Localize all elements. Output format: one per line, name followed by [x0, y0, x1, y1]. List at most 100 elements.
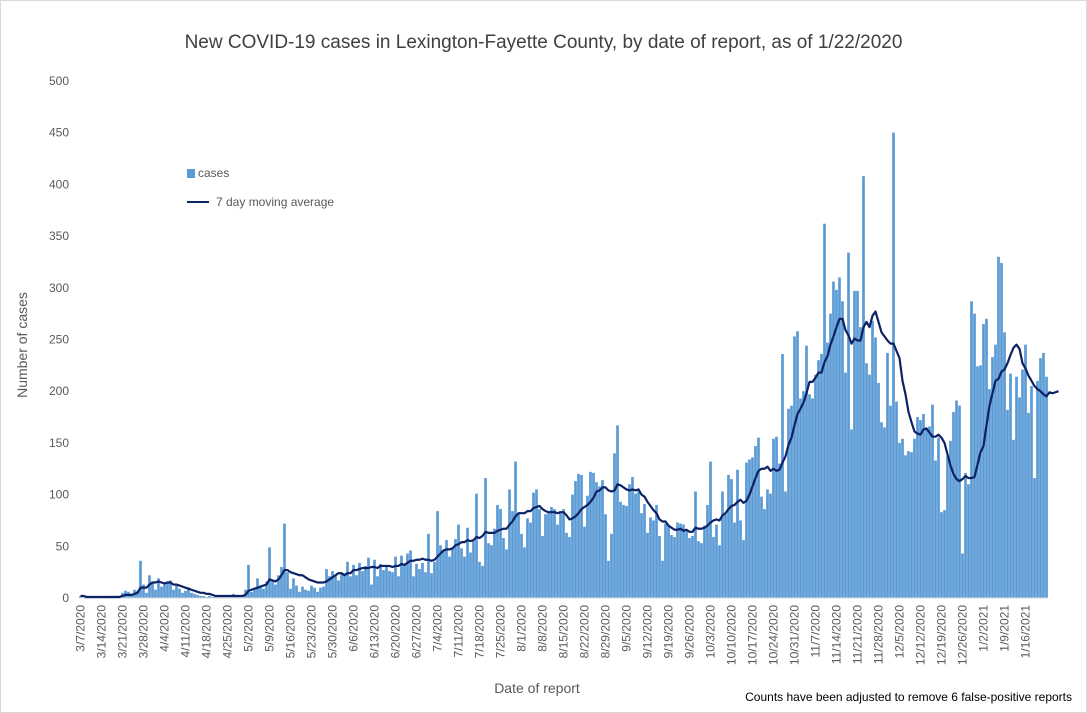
bar-cases — [739, 520, 742, 598]
bar-cases — [451, 547, 454, 598]
bar-cases — [1045, 376, 1048, 598]
bar-cases — [538, 509, 541, 598]
footnote: Counts have been adjusted to remove 6 fa… — [745, 690, 1072, 704]
bar-cases — [841, 301, 844, 598]
bar-cases — [274, 584, 277, 598]
bar-cases — [676, 522, 679, 598]
bar-cases — [661, 560, 664, 598]
x-tick-label: 12/12/2020 — [914, 605, 928, 665]
bar-cases — [406, 553, 409, 598]
bar-cases — [508, 489, 511, 598]
bar-cases — [1021, 369, 1024, 598]
bar-cases — [640, 513, 643, 598]
bar-cases — [655, 504, 658, 598]
bar-cases — [658, 535, 661, 598]
bar-cases — [259, 585, 262, 598]
bar-cases — [760, 496, 763, 598]
bar-cases — [691, 535, 694, 598]
bar-cases — [796, 331, 799, 598]
bar-cases — [466, 527, 469, 598]
bar-cases — [250, 591, 253, 598]
x-tick-label: 8/29/2020 — [599, 605, 613, 659]
bar-cases — [808, 394, 811, 598]
bar-cases — [412, 576, 415, 598]
bar-cases — [844, 372, 847, 598]
bar-cases — [502, 538, 505, 598]
bar-cases — [292, 578, 295, 598]
y-tick-label: 50 — [56, 539, 70, 553]
bar-cases — [667, 525, 670, 598]
bar-cases — [199, 595, 202, 598]
x-tick-label: 7/18/2020 — [473, 605, 487, 659]
bar-cases — [610, 533, 613, 598]
bar-cases — [769, 493, 772, 598]
bar-cases — [853, 290, 856, 598]
bar-cases — [529, 522, 532, 598]
bar-cases — [907, 451, 910, 598]
bar-cases — [1030, 386, 1033, 598]
bar-cases — [625, 505, 628, 598]
bar-cases — [481, 565, 484, 598]
x-tick-label: 9/12/2020 — [641, 605, 655, 659]
bar-cases — [913, 438, 916, 598]
bar-cases — [364, 565, 367, 598]
x-tick-label: 4/25/2020 — [221, 605, 235, 659]
bar-cases — [583, 526, 586, 598]
bar-cases — [253, 589, 256, 598]
bar-cases — [787, 408, 790, 598]
x-tick-label: 8/15/2020 — [557, 605, 571, 659]
bar-cases — [286, 572, 289, 598]
bar-cases — [892, 132, 895, 598]
chart-title: New COVID-19 cases in Lexington-Fayette … — [184, 32, 903, 53]
bar-cases — [145, 592, 148, 598]
bar-cases — [754, 446, 757, 598]
bar-cases — [967, 484, 970, 598]
bar-cases — [559, 513, 562, 598]
bar-cases — [574, 481, 577, 598]
moving-average-line — [80, 310, 1059, 599]
x-tick-label: 1/2/2021 — [977, 605, 991, 652]
bar-cases — [619, 501, 622, 598]
bar-cases — [919, 420, 922, 598]
bar-cases — [166, 581, 169, 598]
bar-cases — [1024, 344, 1027, 598]
bar-cases — [205, 596, 208, 598]
bar-cases — [163, 583, 166, 598]
bar-cases — [313, 587, 316, 598]
bar-cases — [457, 524, 460, 598]
bar-cases — [445, 540, 448, 598]
bar-cases — [937, 437, 940, 598]
bar-cases — [532, 492, 535, 598]
bar-cases — [214, 596, 217, 598]
bar-cases — [460, 548, 463, 598]
bar-cases — [748, 459, 751, 598]
y-tick-label: 300 — [49, 281, 69, 295]
bar-cases — [685, 530, 688, 598]
bar-cases — [982, 323, 985, 598]
bar-cases — [592, 472, 595, 598]
bar-cases — [139, 560, 142, 598]
bar-cases — [169, 580, 172, 598]
bar-cases — [985, 318, 988, 598]
x-tick-label: 7/25/2020 — [494, 605, 508, 659]
bar-cases — [208, 595, 211, 598]
bar-cases — [265, 581, 268, 598]
bar-cases — [301, 586, 304, 598]
bar-cases — [382, 570, 385, 598]
bar-cases — [178, 588, 181, 598]
bar-cases — [307, 590, 310, 598]
x-tick-label: 8/8/2020 — [536, 605, 550, 652]
bar-cases — [763, 509, 766, 598]
y-tick-label: 100 — [49, 488, 69, 502]
bar-cases — [331, 571, 334, 598]
bar-cases — [898, 442, 901, 598]
bar-cases — [160, 586, 163, 598]
legend-label-cases: cases — [198, 166, 230, 180]
bar-cases — [829, 313, 832, 598]
bar-cases — [472, 541, 475, 598]
bar-cases — [499, 509, 502, 598]
bar-cases — [409, 550, 412, 598]
bar-cases — [835, 289, 838, 598]
bar-cases — [352, 564, 355, 598]
bar-cases — [904, 455, 907, 598]
